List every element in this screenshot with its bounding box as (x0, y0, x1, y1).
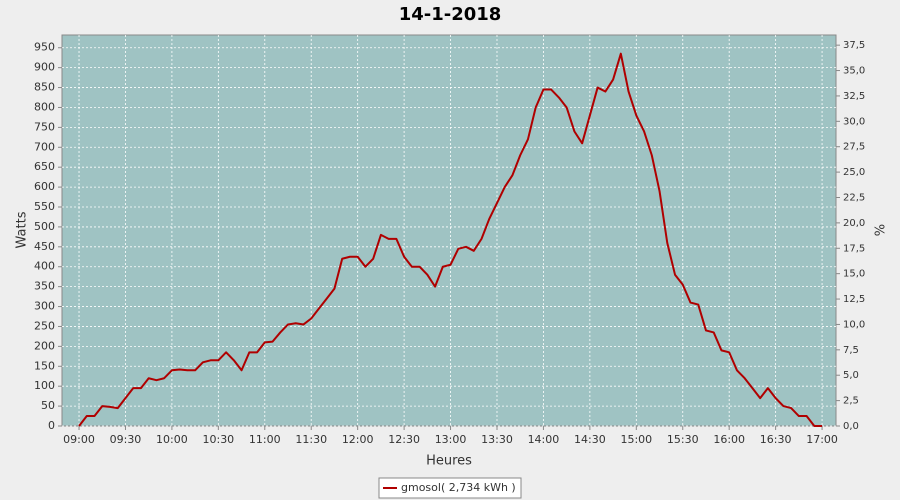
x-tick-label: 16:30 (760, 433, 792, 446)
y2-tick-label: 32,5 (843, 91, 865, 102)
y-tick-label: 50 (41, 399, 55, 412)
y2-tick-label: 25,0 (843, 167, 865, 178)
data-line (78, 52, 823, 427)
y-tick-label: 550 (34, 200, 55, 213)
x-tick-label: 16:00 (713, 433, 745, 446)
y2-tick-label: 37,5 (843, 40, 865, 51)
y2-tick-label: 15,0 (843, 269, 865, 280)
y-tick-label: 350 (34, 280, 55, 293)
y-tick-label: 900 (34, 61, 55, 74)
y-tick-label: 300 (34, 300, 55, 313)
x-tick-label: 15:00 (620, 433, 652, 446)
x-tick-label: 12:00 (342, 433, 374, 446)
x-tick-label: 10:30 (202, 433, 234, 446)
y2-tick-label: 20,0 (843, 218, 865, 229)
y-tick-label: 150 (34, 359, 55, 372)
x-tick-label: 12:30 (388, 433, 420, 446)
y-tick-label: 750 (34, 120, 55, 133)
y-tick-label: 250 (34, 319, 55, 332)
y2-tick-label: 7,5 (843, 345, 859, 356)
x-axis-title: Heures (426, 454, 472, 469)
legend-box (378, 477, 522, 499)
y2-tick-label: 12,5 (843, 294, 865, 305)
y2-tick-label: 27,5 (843, 142, 865, 153)
y2-tick-label: 10,0 (843, 319, 865, 330)
x-tick-label: 11:30 (295, 433, 327, 446)
y-tick-label: 800 (34, 100, 55, 113)
x-tick-label: 14:00 (528, 433, 560, 446)
plot-area (61, 34, 837, 427)
y-tick-label: 500 (34, 220, 55, 233)
y-tick-label: 600 (34, 180, 55, 193)
x-tick-label: 15:30 (667, 433, 699, 446)
y-tick-label: 100 (34, 379, 55, 392)
y-tick-label: 200 (34, 339, 55, 352)
x-tick-label: 10:00 (156, 433, 188, 446)
x-tick-label: 14:30 (574, 433, 606, 446)
y-tick-label: 450 (34, 240, 55, 253)
legend-label: gmosol( 2,734 kWh ) (401, 481, 516, 494)
y-axis-title: Watts (15, 211, 30, 248)
x-tick-label: 09:00 (63, 433, 95, 446)
y2-tick-label: 22,5 (843, 192, 865, 203)
x-tick-label: 17:00 (806, 433, 838, 446)
chart-title: 14-1-2018 (399, 4, 502, 25)
x-tick-label: 11:00 (249, 433, 281, 446)
x-tick-label: 09:30 (110, 433, 142, 446)
y2-axis-title: % (874, 224, 889, 236)
x-tick-label: 13:30 (481, 433, 513, 446)
y2-tick-label: 2,5 (843, 396, 859, 407)
y-tick-label: 700 (34, 140, 55, 153)
y-tick-label: 950 (34, 41, 55, 54)
y-tick-label: 0 (48, 419, 55, 432)
y-tick-label: 650 (34, 160, 55, 173)
y2-tick-label: 17,5 (843, 243, 865, 254)
y2-tick-label: 30,0 (843, 116, 865, 127)
y2-tick-label: 35,0 (843, 66, 865, 77)
y2-tick-label: 0,0 (843, 421, 859, 432)
y-tick-label: 850 (34, 81, 55, 94)
y2-tick-label: 5,0 (843, 370, 859, 381)
x-tick-label: 13:00 (435, 433, 467, 446)
y-tick-label: 400 (34, 260, 55, 273)
